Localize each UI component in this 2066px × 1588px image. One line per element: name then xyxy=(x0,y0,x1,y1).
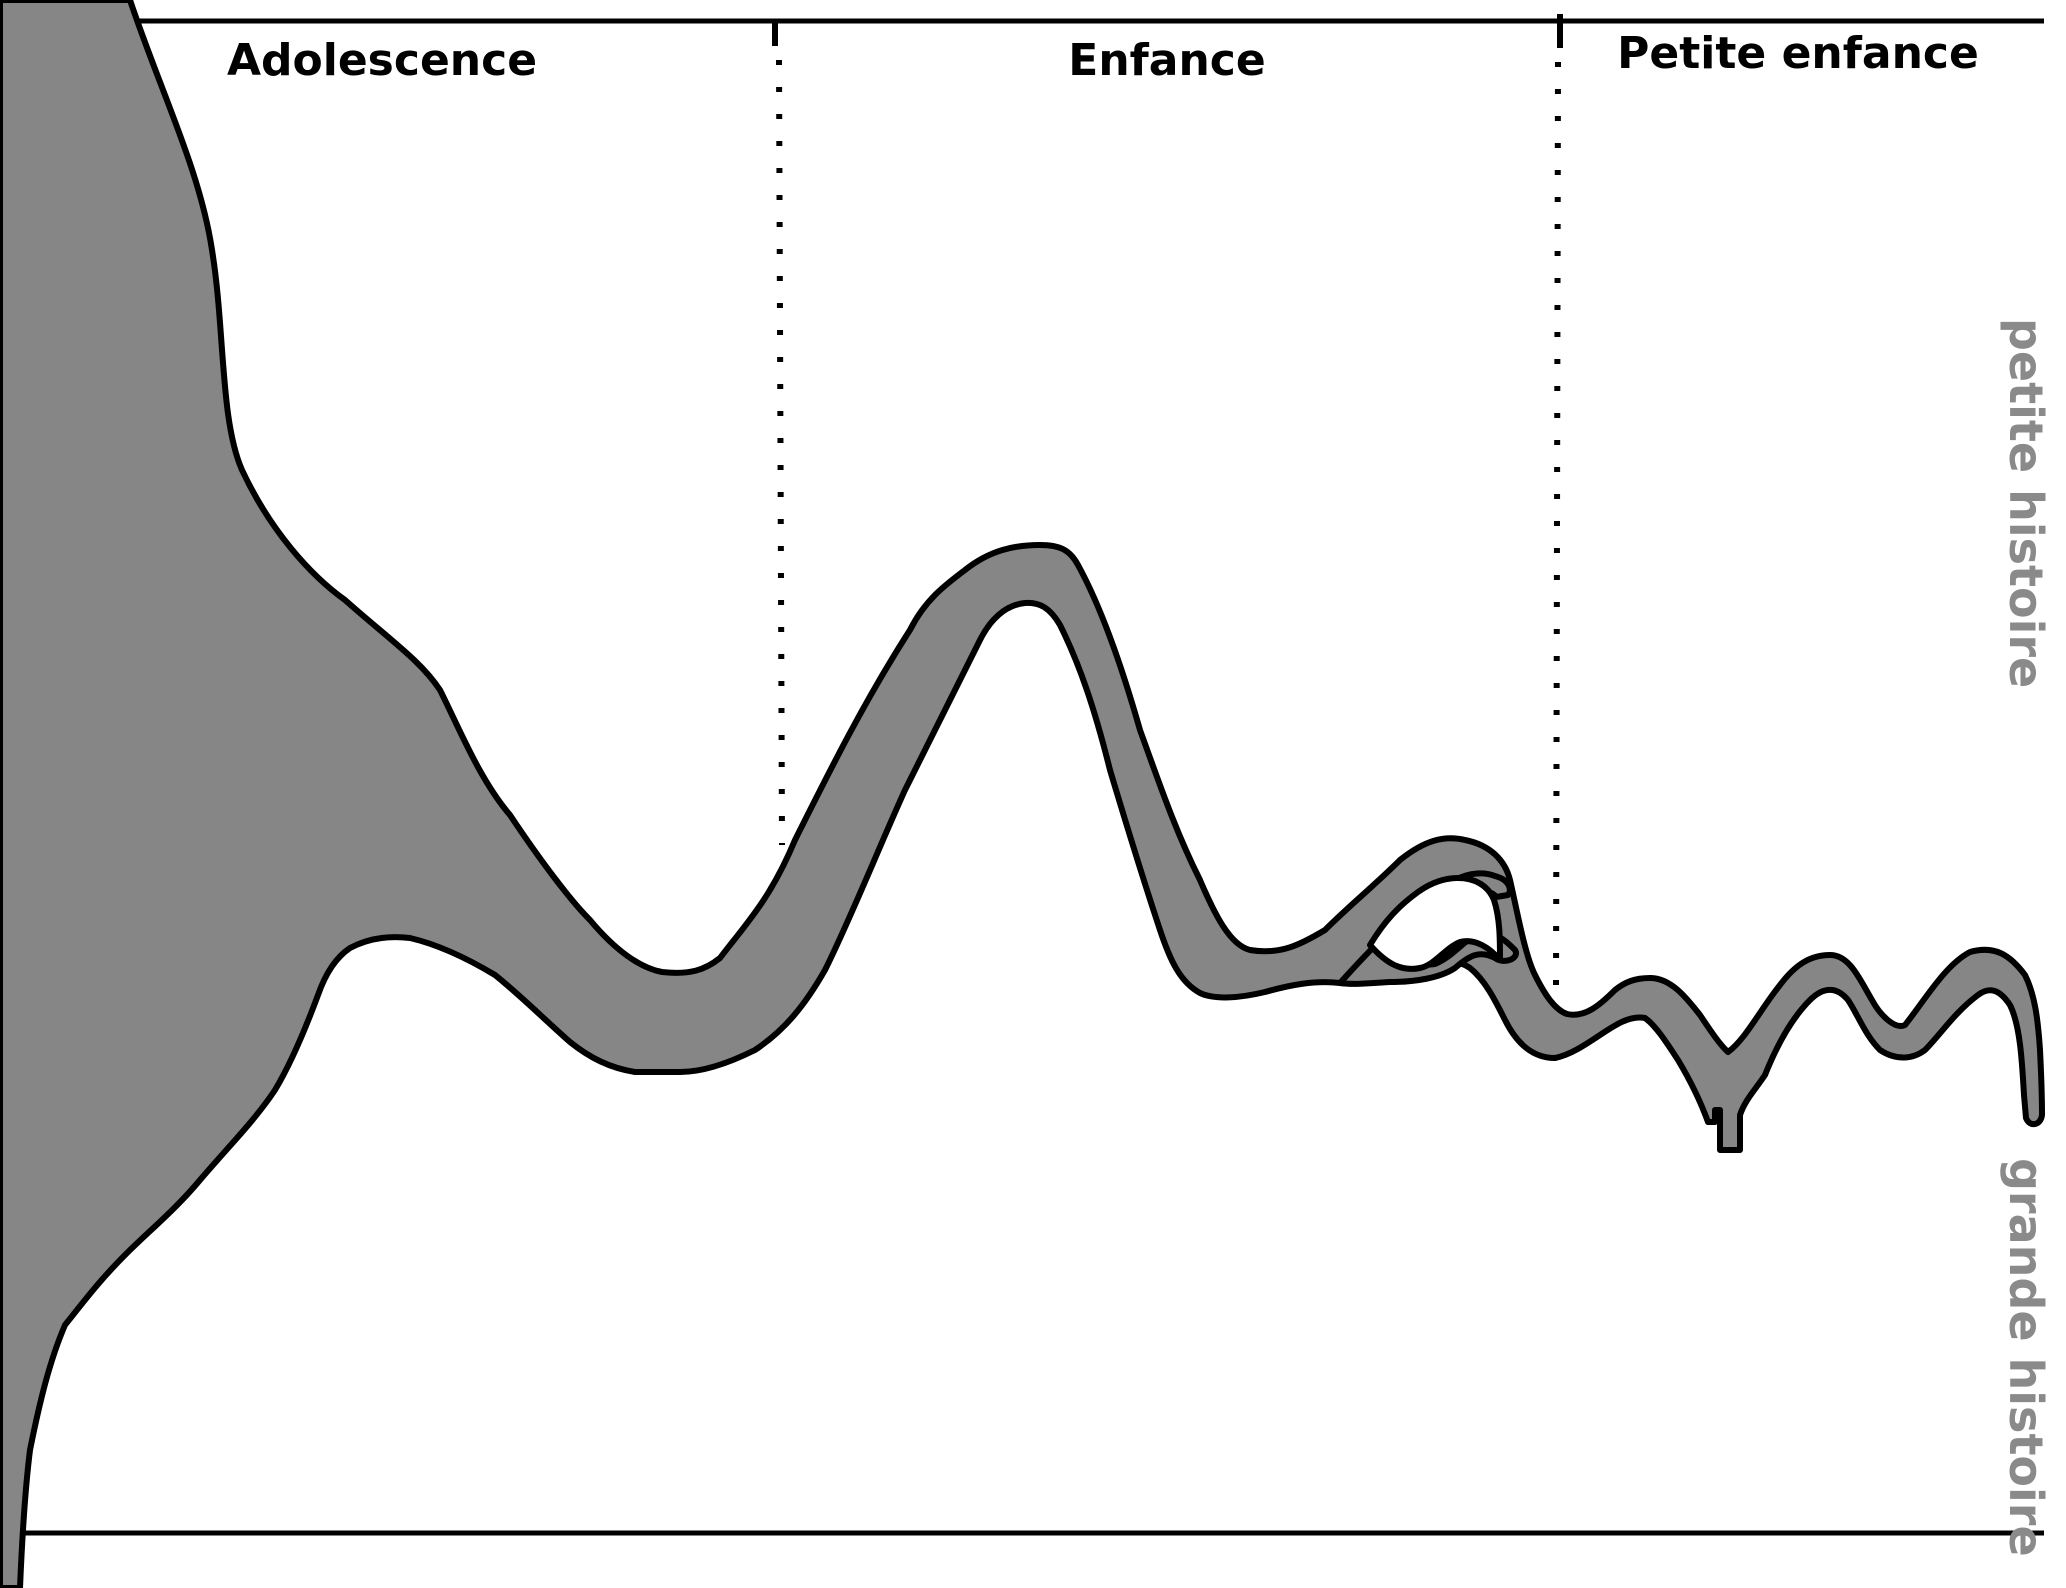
divider-adolescence-enfance xyxy=(776,59,785,846)
river-loop-island xyxy=(1367,875,1503,972)
phase-label-petite-enfance: Petite enfance xyxy=(1617,28,1979,79)
divider-enfance-petite-enfance xyxy=(1553,61,1561,996)
axis-label-petite-histoire: petite histoire xyxy=(1999,318,2053,688)
axis-label-grande-histoire: grande histoire xyxy=(1999,1158,2053,1557)
phase-label-adolescence: Adolescence xyxy=(227,35,537,86)
phase-label-enfance: Enfance xyxy=(1068,35,1265,86)
